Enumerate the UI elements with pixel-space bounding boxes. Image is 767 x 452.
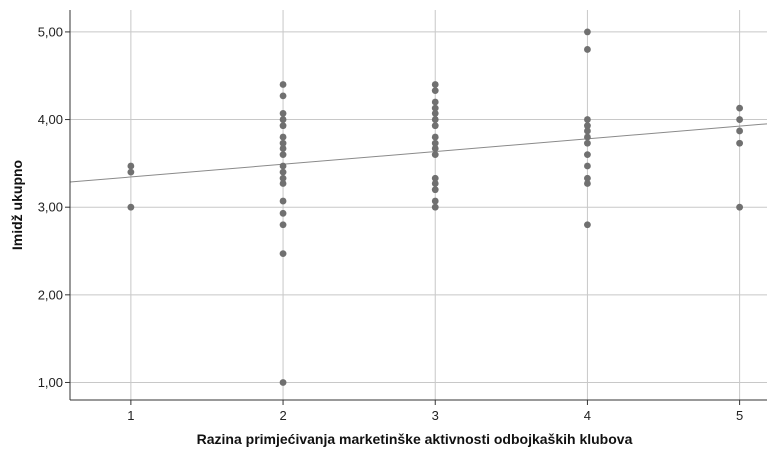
data-point (279, 209, 287, 217)
data-point (279, 81, 287, 88)
data-point (279, 162, 287, 170)
x-tick-label: 5 (736, 408, 743, 423)
data-point (736, 104, 744, 112)
data-point (431, 81, 439, 88)
data-point (431, 203, 439, 211)
data-point (431, 133, 439, 141)
y-tick-label: 3,00 (38, 200, 63, 215)
x-tick-label: 3 (432, 408, 439, 423)
gridlines (70, 10, 767, 400)
data-point (584, 127, 591, 135)
data-point (431, 174, 439, 182)
data-point (584, 180, 591, 187)
data-point (279, 116, 287, 123)
data-point (584, 133, 591, 141)
data-point (279, 221, 287, 229)
data-point (279, 139, 287, 147)
axes (65, 10, 767, 405)
x-tick-label: 2 (279, 408, 286, 423)
data-point (584, 116, 591, 123)
data-point (127, 168, 135, 176)
data-point (431, 122, 439, 130)
data-point (584, 174, 591, 182)
data-point (584, 46, 591, 53)
y-axis-title: Imidž ukupno (9, 160, 25, 250)
data-point (279, 145, 287, 152)
y-tick-label: 1,00 (38, 375, 63, 390)
data-point (279, 180, 287, 187)
data-point (279, 379, 287, 386)
data-point (431, 197, 439, 205)
x-tick-label: 4 (584, 408, 591, 423)
y-tick-label: 4,00 (38, 112, 63, 127)
data-point (431, 104, 439, 112)
y-tick-label: 5,00 (38, 24, 63, 39)
data-point (736, 139, 744, 147)
data-point (431, 110, 439, 117)
data-point (584, 122, 591, 130)
data-point (736, 203, 744, 211)
data-point (584, 28, 591, 36)
fit-line-layer (69, 123, 767, 183)
data-point (431, 151, 439, 159)
data-point (431, 87, 439, 95)
data-point (431, 186, 439, 194)
data-point (279, 168, 287, 176)
x-tick-label: 1 (127, 408, 134, 423)
data-point (736, 127, 744, 135)
data-point (279, 250, 287, 258)
data-point (279, 92, 287, 100)
data-point (736, 116, 744, 123)
data-point (279, 122, 287, 130)
tick-labels: 1,00 2,00 3,00 4,00 5,00 1 2 3 4 5 (38, 24, 744, 423)
data-point (431, 139, 439, 147)
data-point (279, 197, 287, 205)
data-points (127, 28, 744, 386)
fit-line (69, 123, 767, 183)
data-point (431, 116, 439, 123)
data-point (431, 180, 439, 187)
data-point (127, 162, 135, 170)
data-point (431, 145, 439, 152)
data-point (431, 98, 439, 106)
x-axis-title: Razina primjećivanja marketinške aktivno… (197, 431, 633, 447)
data-point (279, 110, 287, 117)
data-point (584, 221, 591, 229)
data-point (279, 151, 287, 159)
data-point (127, 203, 135, 211)
data-point (279, 174, 287, 182)
data-point (584, 139, 591, 147)
y-tick-label: 2,00 (38, 287, 63, 302)
data-point (584, 162, 591, 170)
data-point (584, 151, 591, 159)
data-point (279, 133, 287, 141)
